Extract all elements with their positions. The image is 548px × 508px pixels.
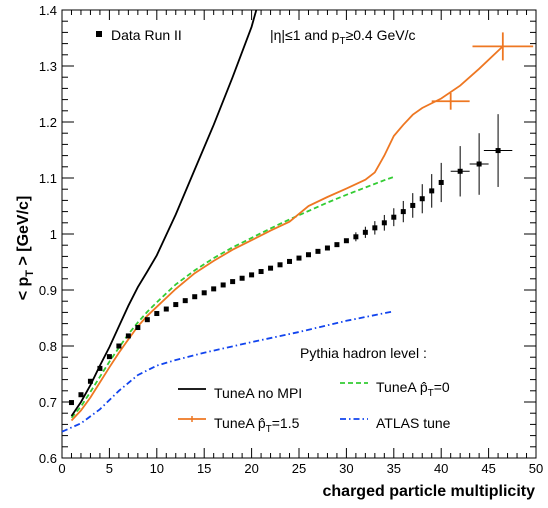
- data-point: [495, 148, 501, 154]
- legend-label-atlas: ATLAS tune: [376, 415, 451, 431]
- data-point: [201, 290, 207, 296]
- data-run-label: Data Run II: [111, 27, 182, 43]
- data-point: [116, 343, 122, 349]
- data-point: [97, 365, 103, 371]
- data-point: [391, 214, 397, 220]
- data-point: [324, 245, 330, 251]
- x-tick-label: 10: [150, 461, 164, 476]
- data-point: [173, 302, 179, 308]
- y-axis-label: < pT > [GeV/c]: [15, 196, 36, 301]
- data-point: [410, 202, 416, 208]
- data-point: [135, 325, 141, 331]
- data-point: [125, 333, 131, 339]
- y-tick-label: 1.1: [39, 171, 57, 186]
- y-tick-label: 1.3: [39, 59, 57, 74]
- legend-label-text: TuneA p̂: [214, 415, 266, 431]
- data-point: [334, 242, 340, 248]
- data-point: [343, 238, 349, 244]
- cuts-suffix: ≥0.4 GeV/c: [346, 27, 416, 43]
- y-tick-label: 1.4: [39, 3, 57, 18]
- data-point: [192, 294, 198, 300]
- series-line-tunea_pt15: [70, 45, 504, 422]
- data-point: [258, 269, 264, 275]
- data-point: [87, 378, 93, 384]
- legend-label-post: =1.5: [272, 415, 300, 431]
- cuts-annotation: |η|≤1 and pT≥0.4 GeV/c: [270, 27, 416, 47]
- legend-label-tunea_pt15: TuneA p̂T=1.5: [214, 415, 300, 435]
- data-point: [476, 161, 482, 167]
- y-axis-label-sub: T: [24, 270, 36, 277]
- data-point: [144, 317, 150, 323]
- data-point: [400, 209, 406, 215]
- cuts-prefix: |η|≤1 and p: [270, 27, 340, 43]
- y-tick-label: 0.7: [39, 395, 57, 410]
- legend-label-text: TuneA p̂: [376, 379, 428, 395]
- x-axis-label: charged particle multiplicity: [323, 483, 536, 500]
- data-point: [372, 225, 378, 231]
- data-point: [78, 392, 84, 398]
- y-tick-label: 0.9: [39, 283, 57, 298]
- data-point: [106, 354, 112, 360]
- data-point: [230, 279, 236, 285]
- data-point: [457, 168, 463, 174]
- legend-label-text: TuneA no MPI: [214, 385, 302, 401]
- data-point: [268, 265, 274, 271]
- y-tick-label: 0.8: [39, 339, 57, 354]
- data-point: [277, 262, 283, 268]
- legend-label-post: =0: [434, 379, 450, 395]
- series-line-atlas: [61, 310, 394, 433]
- x-tick-label: 30: [339, 461, 353, 476]
- cuts-sub: T: [339, 36, 345, 47]
- data-point: [182, 298, 188, 304]
- data-point: [239, 275, 245, 281]
- legend-label-sub: T: [428, 388, 434, 399]
- series-line-tunea_pt0: [70, 176, 395, 419]
- data-point: [296, 255, 302, 261]
- x-tick-label: 35: [387, 461, 401, 476]
- data-point: [163, 306, 169, 312]
- data-legend-marker: [96, 31, 102, 37]
- data-point: [249, 272, 255, 278]
- y-tick-label: 1.2: [39, 115, 57, 130]
- y-axis-label-tail: > [GeV/c]: [15, 196, 32, 270]
- data-point: [211, 286, 217, 292]
- series-layer: [61, 9, 534, 433]
- x-tick-label: 45: [481, 461, 495, 476]
- x-tick-label: 5: [106, 461, 113, 476]
- x-tick-label: 0: [58, 461, 65, 476]
- y-tick-label: 0.6: [39, 451, 57, 466]
- x-tick-label: 40: [434, 461, 448, 476]
- data-point: [353, 234, 359, 240]
- x-tick-label: 20: [244, 461, 258, 476]
- data-point: [438, 179, 444, 185]
- y-tick-label: 1: [50, 227, 57, 242]
- y-axis-label-main: < p: [15, 276, 32, 300]
- data-point: [381, 220, 387, 226]
- data-point: [154, 311, 160, 317]
- legend-label-tunea_pt0: TuneA p̂T=0: [376, 379, 450, 399]
- series-line-tunea_nompi: [70, 9, 258, 417]
- data-point: [362, 229, 368, 235]
- pythia-level-label: Pythia hadron level :: [300, 345, 427, 361]
- data-point: [419, 196, 425, 202]
- x-tick-label: 15: [197, 461, 211, 476]
- x-tick-label: 25: [292, 461, 306, 476]
- legend-label-sub: T: [266, 424, 272, 435]
- data-point: [287, 258, 293, 264]
- legend-label-tunea_nompi: TuneA no MPI: [214, 385, 302, 401]
- data-point: [429, 188, 435, 194]
- data-point: [68, 400, 74, 406]
- axis-ticks: 0 5 10 15 20 25 30 35 40 45 50 0.6 0.7 0.8 0.9 1 1.1 1.2 1…: [39, 3, 543, 476]
- data-point: [220, 282, 226, 288]
- legend-label-text: ATLAS tune: [376, 415, 451, 431]
- data-point: [305, 252, 311, 258]
- data-point: [315, 248, 321, 254]
- x-tick-label: 50: [529, 461, 543, 476]
